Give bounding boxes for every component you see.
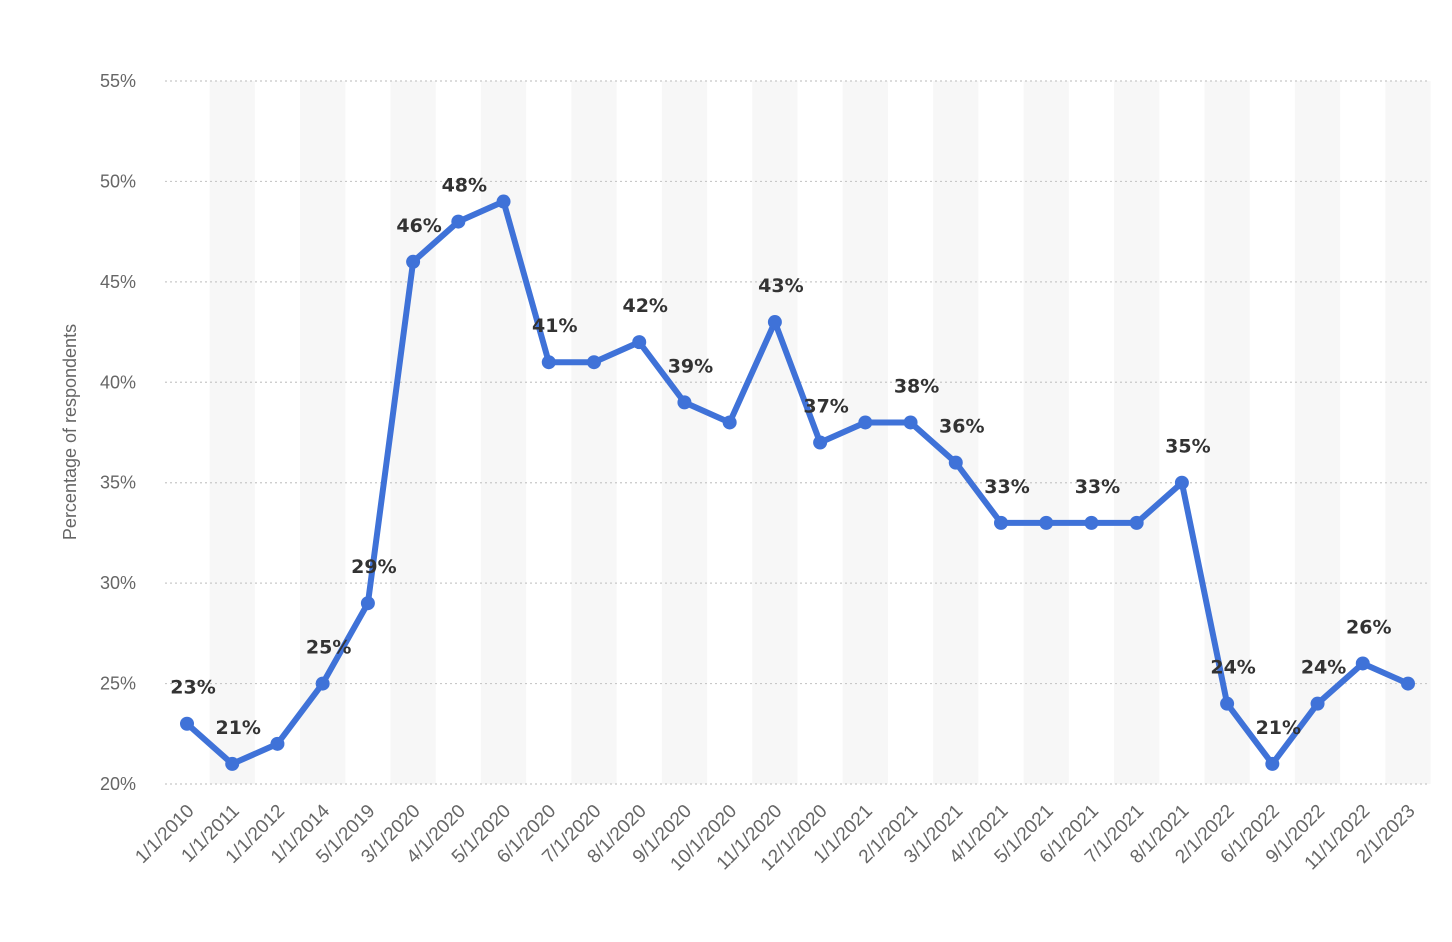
band-13 bbox=[752, 81, 798, 784]
band-25 bbox=[1294, 81, 1341, 784]
y-tick-label: 20% bbox=[100, 774, 136, 794]
band-5 bbox=[390, 81, 436, 784]
data-label: 38% bbox=[894, 375, 939, 397]
data-point bbox=[1310, 696, 1325, 711]
band-19 bbox=[1023, 81, 1069, 784]
y-tick-label: 35% bbox=[100, 473, 136, 493]
y-axis-ticks: 20% 25% 30% 35% 40% 45% 50% 55% bbox=[100, 71, 136, 794]
data-point bbox=[541, 355, 556, 370]
y-tick-label: 30% bbox=[100, 573, 136, 593]
data-label: 21% bbox=[215, 717, 260, 739]
data-label: 24% bbox=[1301, 657, 1346, 679]
y-tick-label: 40% bbox=[100, 372, 136, 392]
band-1 bbox=[209, 81, 255, 784]
band-21 bbox=[1114, 81, 1160, 784]
data-point bbox=[1174, 475, 1189, 490]
data-label: 36% bbox=[939, 416, 984, 438]
data-point bbox=[1265, 756, 1280, 771]
data-label: 37% bbox=[803, 396, 848, 418]
data-label: 23% bbox=[170, 677, 215, 699]
y-axis-label: Percentage of respondents bbox=[60, 324, 80, 540]
data-label: 26% bbox=[1346, 616, 1391, 638]
data-label: 48% bbox=[442, 175, 487, 197]
band-27 bbox=[1385, 81, 1431, 784]
data-point bbox=[406, 254, 421, 269]
data-point bbox=[1129, 515, 1144, 530]
data-point bbox=[994, 515, 1008, 530]
band-11 bbox=[661, 81, 708, 784]
data-label: 41% bbox=[532, 315, 577, 337]
data-point bbox=[1220, 696, 1235, 711]
data-label: 39% bbox=[668, 355, 713, 377]
data-label: 25% bbox=[306, 637, 351, 659]
y-tick-label: 55% bbox=[100, 71, 136, 91]
band-17 bbox=[933, 81, 979, 784]
data-point bbox=[677, 395, 692, 410]
y-tick-label: 25% bbox=[100, 674, 136, 694]
data-label: 33% bbox=[1075, 476, 1120, 498]
data-point bbox=[315, 676, 330, 691]
data-label: 42% bbox=[622, 295, 667, 317]
data-point bbox=[632, 335, 647, 350]
data-points bbox=[180, 194, 1415, 771]
band-3 bbox=[300, 81, 346, 784]
data-label: 33% bbox=[984, 476, 1029, 498]
series-line bbox=[184, 198, 1411, 767]
data-point bbox=[1355, 656, 1370, 671]
data-labels: 23%21%25%29%46%48%41%42%39%43%37%38%36%3… bbox=[170, 175, 1391, 739]
y-tick-label: 50% bbox=[100, 171, 136, 191]
data-point bbox=[813, 435, 828, 450]
data-label: 35% bbox=[1165, 436, 1210, 458]
data-point bbox=[270, 736, 285, 751]
data-point bbox=[587, 355, 601, 370]
data-point bbox=[1084, 515, 1099, 530]
data-point bbox=[903, 415, 918, 430]
data-point bbox=[722, 415, 737, 430]
data-point bbox=[451, 214, 466, 229]
data-point bbox=[1039, 515, 1054, 530]
data-point bbox=[948, 455, 963, 470]
data-point bbox=[496, 194, 511, 209]
data-point bbox=[767, 315, 782, 330]
data-label: 24% bbox=[1210, 657, 1255, 679]
band-15 bbox=[842, 81, 888, 784]
data-label: 29% bbox=[351, 556, 396, 578]
gridlines bbox=[165, 80, 1430, 785]
data-point bbox=[225, 756, 240, 771]
data-point bbox=[360, 596, 375, 611]
data-label: 46% bbox=[396, 215, 441, 237]
data-point bbox=[1401, 676, 1415, 691]
data-point bbox=[858, 415, 873, 430]
band-7 bbox=[480, 81, 527, 784]
band-23 bbox=[1204, 81, 1250, 784]
y-tick-label: 45% bbox=[100, 272, 136, 292]
x-axis-ticks: 1/1/20101/1/20111/1/20121/1/20145/1/2019… bbox=[131, 800, 1419, 875]
alternating-bands bbox=[209, 81, 1431, 784]
data-point bbox=[180, 716, 194, 731]
data-label: 43% bbox=[758, 275, 803, 297]
band-9 bbox=[571, 81, 617, 784]
data-label: 21% bbox=[1256, 717, 1301, 739]
